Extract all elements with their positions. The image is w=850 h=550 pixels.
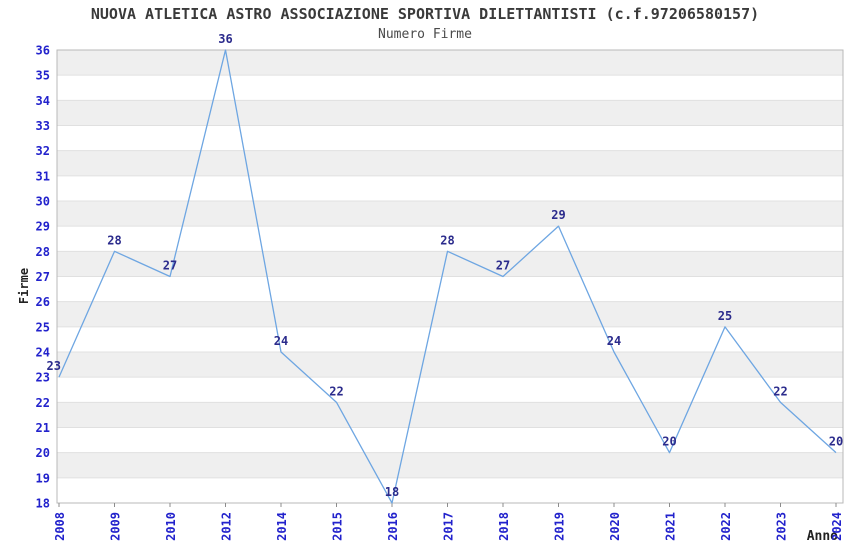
band bbox=[57, 402, 843, 428]
x-tick-label: 2023 bbox=[775, 512, 789, 541]
y-tick-label: 23 bbox=[36, 371, 50, 385]
y-tick-label: 36 bbox=[36, 44, 50, 58]
x-tick-label: 2014 bbox=[275, 512, 289, 541]
y-tick-label: 27 bbox=[36, 270, 50, 284]
band bbox=[57, 100, 843, 126]
x-tick-label: 2024 bbox=[830, 512, 844, 541]
series-line bbox=[58, 49, 837, 504]
y-gridlines bbox=[57, 74, 843, 479]
x-tick-label: 2022 bbox=[719, 512, 733, 541]
y-tick-label: 33 bbox=[36, 119, 50, 133]
y-tick-labels: 18 19 20 21 22 23 24 25 26 27 28 29 30 31 32 33 34 35 36 bbox=[36, 44, 50, 511]
data-label: 28 bbox=[440, 233, 454, 247]
data-label: 18 bbox=[385, 485, 399, 499]
data-label: 36 bbox=[218, 32, 232, 46]
y-tick-label: 24 bbox=[36, 346, 50, 360]
data-label: 22 bbox=[773, 384, 787, 398]
data-label: 25 bbox=[718, 309, 732, 323]
y-tick-label: 35 bbox=[36, 69, 50, 83]
band bbox=[57, 301, 843, 327]
data-label: 28 bbox=[107, 233, 121, 247]
chart-title: NUOVA ATLETICA ASTRO ASSOCIAZIONE SPORTI… bbox=[90, 5, 760, 23]
x-tick-label: 2017 bbox=[442, 512, 456, 541]
y-tick-label: 19 bbox=[36, 471, 50, 485]
band bbox=[57, 201, 843, 227]
x-tick-marks bbox=[58, 503, 837, 507]
y-tick-label: 26 bbox=[36, 295, 50, 309]
data-label: 20 bbox=[829, 435, 843, 449]
y-tick-label: 22 bbox=[36, 396, 50, 410]
alternating-bands bbox=[57, 50, 843, 478]
band bbox=[57, 352, 843, 378]
x-tick-label: 2015 bbox=[331, 512, 345, 541]
data-label: 23 bbox=[47, 359, 61, 373]
x-tick-labels: 2008 2009 2010 2012 2014 2015 2016 2017 2018 2019… bbox=[53, 512, 844, 541]
data-label: 24 bbox=[607, 334, 621, 348]
y-tick-label: 21 bbox=[36, 421, 50, 435]
x-tick-label: 2012 bbox=[220, 512, 234, 541]
data-label: 24 bbox=[274, 334, 288, 348]
band bbox=[57, 251, 843, 277]
chart-subtitle: Numero Firme bbox=[378, 27, 472, 42]
y-tick-label: 18 bbox=[36, 497, 50, 511]
y-tick-label: 29 bbox=[36, 220, 50, 234]
band bbox=[57, 150, 843, 176]
x-tick-label: 2016 bbox=[386, 512, 400, 541]
x-tick-label: 2018 bbox=[497, 512, 511, 541]
x-tick-label: 2021 bbox=[664, 512, 678, 541]
x-axis-title: Anno bbox=[806, 529, 838, 544]
x-tick-label: 2009 bbox=[109, 512, 123, 541]
data-labels: 23 28 27 36 24 22 18 28 27 29 24 20 25 22 20 bbox=[47, 32, 844, 499]
y-tick-label: 32 bbox=[36, 144, 50, 158]
plot-border bbox=[56, 49, 844, 504]
band bbox=[57, 50, 843, 76]
band bbox=[57, 452, 843, 478]
y-tick-label: 34 bbox=[36, 94, 50, 108]
x-tick-label: 2008 bbox=[53, 512, 67, 541]
y-tick-label: 30 bbox=[36, 195, 50, 209]
y-tick-label: 25 bbox=[36, 320, 50, 334]
y-tick-label: 28 bbox=[36, 245, 50, 259]
data-label: 29 bbox=[551, 208, 565, 222]
data-label: 27 bbox=[163, 259, 177, 273]
data-label: 27 bbox=[496, 259, 510, 273]
data-label: 20 bbox=[662, 435, 676, 449]
x-tick-label: 2020 bbox=[608, 512, 622, 541]
x-tick-label: 2019 bbox=[553, 512, 567, 541]
data-label: 22 bbox=[329, 384, 343, 398]
y-tick-label: 31 bbox=[36, 169, 50, 183]
x-tick-label: 2010 bbox=[164, 512, 178, 541]
y-tick-label: 20 bbox=[36, 446, 50, 460]
